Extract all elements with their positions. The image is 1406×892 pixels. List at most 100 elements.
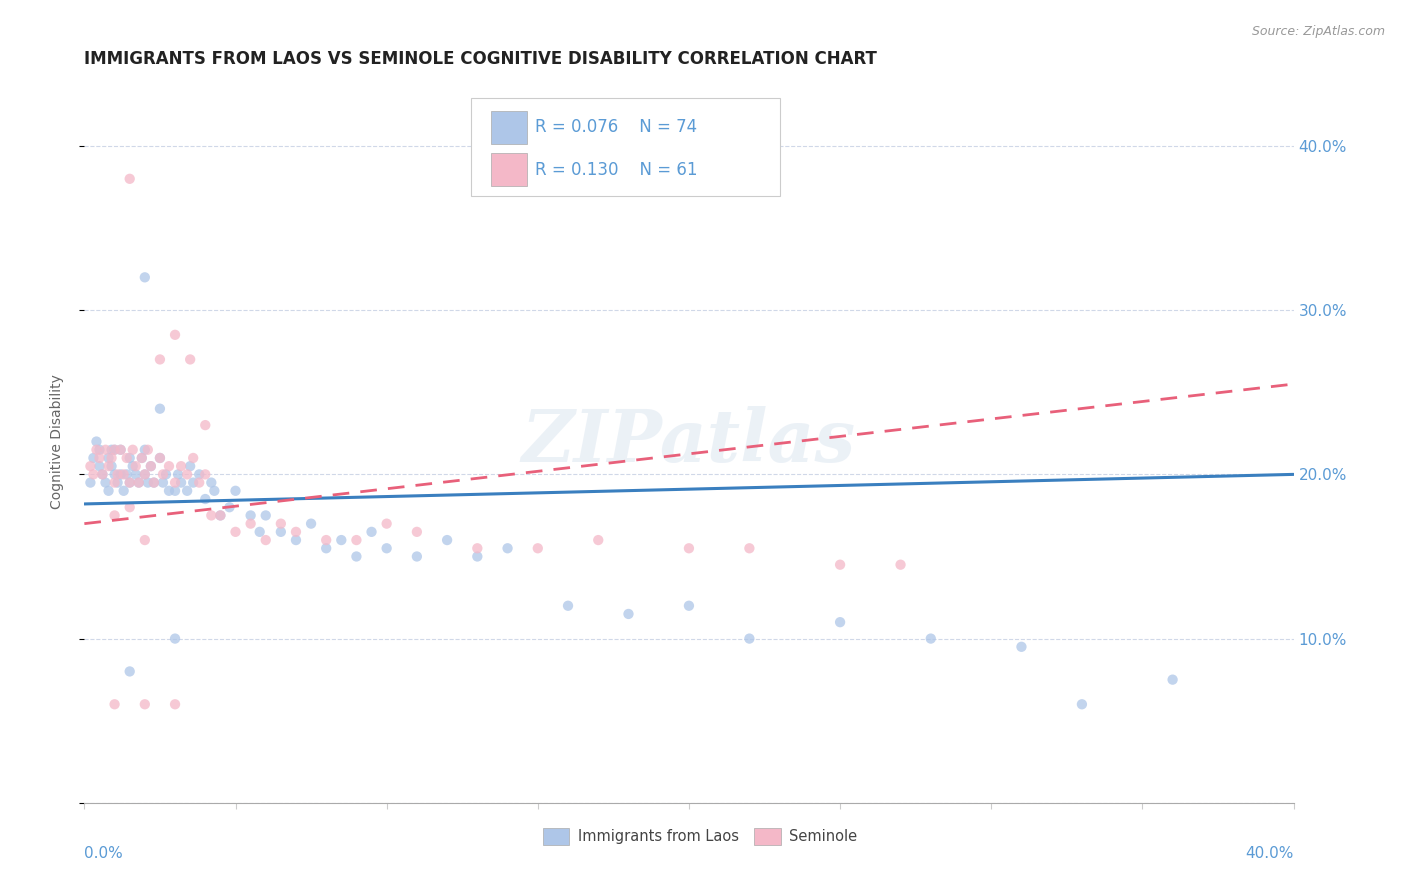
- Point: [890, 558, 912, 572]
- FancyBboxPatch shape: [491, 111, 527, 144]
- Point: [194, 491, 217, 506]
- Point: [218, 500, 240, 515]
- Point: [285, 524, 308, 539]
- Point: [467, 549, 489, 564]
- Point: [170, 475, 193, 490]
- Point: [134, 533, 156, 547]
- FancyBboxPatch shape: [543, 828, 569, 846]
- Point: [406, 549, 429, 564]
- Point: [94, 475, 117, 490]
- Point: [920, 632, 942, 646]
- Point: [155, 467, 177, 482]
- Point: [97, 483, 120, 498]
- Point: [149, 401, 172, 416]
- Point: [100, 442, 122, 457]
- Point: [176, 483, 198, 498]
- Point: [181, 450, 204, 465]
- Point: [125, 467, 148, 482]
- Point: [100, 459, 122, 474]
- Point: [118, 500, 141, 515]
- Text: Source: ZipAtlas.com: Source: ZipAtlas.com: [1251, 25, 1385, 38]
- Point: [176, 467, 198, 482]
- Point: [134, 698, 156, 712]
- Point: [82, 467, 104, 482]
- Point: [115, 450, 138, 465]
- Point: [149, 450, 172, 465]
- Point: [346, 533, 368, 547]
- Point: [139, 459, 162, 474]
- Point: [79, 475, 101, 490]
- Point: [142, 475, 165, 490]
- Point: [202, 483, 225, 498]
- Point: [152, 475, 174, 490]
- Point: [104, 475, 127, 490]
- Point: [128, 475, 150, 490]
- Point: [225, 483, 247, 498]
- Point: [179, 352, 201, 367]
- Point: [112, 467, 135, 482]
- Point: [89, 442, 111, 457]
- Point: [118, 475, 141, 490]
- Point: [149, 352, 172, 367]
- Point: [496, 541, 519, 556]
- Point: [738, 541, 761, 556]
- Point: [200, 508, 222, 523]
- Point: [157, 459, 180, 474]
- Point: [225, 524, 247, 539]
- Point: [1161, 673, 1184, 687]
- Point: [188, 475, 211, 490]
- Text: R = 0.076    N = 74: R = 0.076 N = 74: [536, 119, 697, 136]
- Point: [194, 418, 217, 433]
- Point: [170, 459, 193, 474]
- Point: [131, 450, 153, 465]
- Point: [738, 632, 761, 646]
- Point: [165, 327, 187, 342]
- Point: [118, 475, 141, 490]
- Point: [134, 467, 156, 482]
- Point: [588, 533, 610, 547]
- Point: [134, 270, 156, 285]
- Point: [167, 467, 190, 482]
- Point: [285, 533, 308, 547]
- Point: [110, 442, 132, 457]
- Point: [91, 467, 114, 482]
- Point: [678, 599, 700, 613]
- Point: [557, 599, 579, 613]
- Point: [89, 459, 111, 474]
- Point: [94, 442, 117, 457]
- Point: [104, 698, 127, 712]
- Point: [134, 467, 156, 482]
- Point: [375, 516, 398, 531]
- Text: 0.0%: 0.0%: [84, 847, 124, 861]
- Point: [142, 475, 165, 490]
- Point: [107, 467, 129, 482]
- Point: [118, 665, 141, 679]
- Point: [149, 450, 172, 465]
- Point: [91, 467, 114, 482]
- Point: [239, 508, 262, 523]
- Point: [270, 516, 292, 531]
- Point: [315, 541, 337, 556]
- Point: [360, 524, 382, 539]
- Text: ZIPatlas: ZIPatlas: [522, 406, 856, 477]
- Point: [239, 516, 262, 531]
- Point: [97, 459, 120, 474]
- Point: [249, 524, 271, 539]
- Point: [82, 450, 104, 465]
- Point: [1011, 640, 1033, 654]
- Point: [136, 442, 159, 457]
- Point: [209, 508, 232, 523]
- Point: [118, 450, 141, 465]
- Point: [128, 475, 150, 490]
- Point: [165, 475, 187, 490]
- Point: [136, 475, 159, 490]
- Point: [527, 541, 550, 556]
- Point: [330, 533, 353, 547]
- Point: [830, 615, 852, 630]
- Point: [194, 467, 217, 482]
- Point: [299, 516, 322, 531]
- Point: [121, 442, 143, 457]
- Point: [118, 171, 141, 186]
- Point: [375, 541, 398, 556]
- Point: [254, 508, 277, 523]
